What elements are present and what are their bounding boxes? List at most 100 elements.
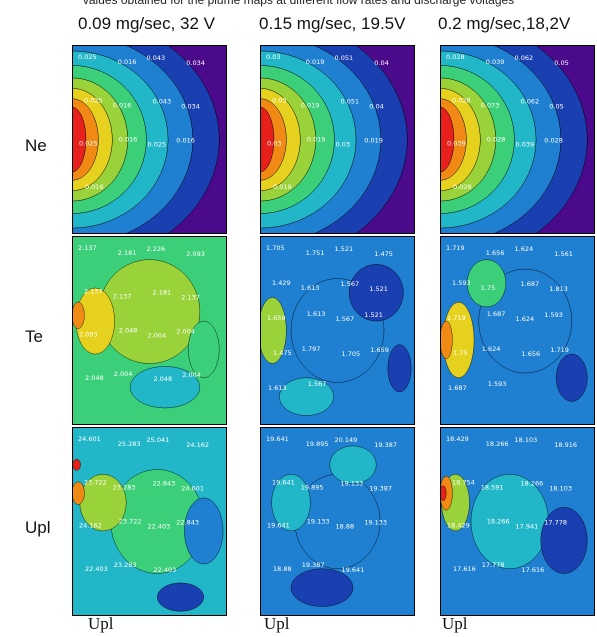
cropped-caption: values obtained for the plume maps at di… <box>82 0 515 7</box>
contour-value-label: 0.025 <box>148 141 167 149</box>
row-label-te: Te <box>25 327 43 346</box>
contour-value-label: 1.521 <box>364 311 383 319</box>
contour-value-label: 0.03 <box>266 53 280 61</box>
contour-value-label: 0.034 <box>186 59 205 67</box>
contour-value-label: 19.133 <box>364 519 387 527</box>
contour-value-label: 0.039 <box>516 141 535 149</box>
contour-region <box>440 320 453 360</box>
contour-value-label: 0.028 <box>487 136 506 144</box>
contour-value-label: 0.016 <box>118 58 137 66</box>
contour-value-label: 2.004 <box>176 328 195 336</box>
contour-value-label: 20.149 <box>335 436 358 444</box>
contour-value-label: 1.593 <box>544 311 563 319</box>
contour-value-label: 0.04 <box>369 102 383 110</box>
contour-value-label: 19.641 <box>266 435 289 443</box>
contour-value-label: 18.88 <box>273 565 292 573</box>
bottom-label-2: Upl <box>264 614 290 633</box>
contour-value-label: 19.895 <box>301 483 324 491</box>
contour-value-label: 25.041 <box>147 436 170 444</box>
heatmap-panel-te-3: 1.719 1.656 1.624 1.561 1.593 1.75 1.687 1.813 1… <box>440 236 595 425</box>
contour-value-label: 19.387 <box>302 561 325 569</box>
contour-value-label: 1.659 <box>370 346 389 354</box>
contour-value-label: 0.043 <box>147 54 166 62</box>
contour-value-label: 1.429 <box>272 279 291 287</box>
contour-value-label: 19.387 <box>369 484 392 492</box>
contour-value-label: 2.048 <box>85 374 104 382</box>
contour-value-label: 1.656 <box>486 249 505 257</box>
contour-value-label: 0.039 <box>447 140 466 148</box>
contour-value-label: 17.616 <box>522 566 545 574</box>
contour-value-label: 0.03 <box>267 140 281 148</box>
contour-value-label: 1.613 <box>307 310 326 318</box>
contour-band <box>440 106 455 173</box>
contour-value-label: 22.403 <box>85 565 108 573</box>
heatmap-panel-upl-1: 24.601 25.283 25.041 24.162 23.722 23.283 22.8… <box>72 427 227 616</box>
contour-region <box>540 507 588 574</box>
contour-value-label: 25.283 <box>118 440 141 448</box>
contour-value-label: 1.521 <box>369 285 388 293</box>
contour-value-label: 1.475 <box>273 349 292 357</box>
contour-value-label: 0.03 <box>336 141 350 149</box>
contour-region <box>329 445 377 484</box>
panel-frame <box>260 45 415 234</box>
contour-value-label: 23.283 <box>114 561 137 569</box>
contour-value-label: 0.016 <box>85 183 104 191</box>
contour-value-label: 18.103 <box>549 484 572 492</box>
panel-frame <box>260 427 415 616</box>
contour-value-label: 0.05 <box>549 102 563 110</box>
contour-value-label: 1.705 <box>266 244 285 252</box>
contour-region <box>260 297 287 364</box>
contour-value-label: 2.093 <box>79 331 98 339</box>
contour-value-label: 17.778 <box>544 519 567 527</box>
contour-value-label: 2.226 <box>147 245 166 253</box>
contour-value-label: 18.916 <box>554 441 577 449</box>
heatmap-panel-te-1: 2.137 2.181 2.226 2.093 2.137 2.137 2.181 2.137… <box>72 236 227 425</box>
contour-region <box>72 301 85 329</box>
contour-value-label: 24.601 <box>181 484 204 492</box>
contour-value-label: 0.028 <box>544 137 563 145</box>
contour-value-label: 2.093 <box>186 250 205 258</box>
contour-value-label: 2.004 <box>182 371 201 379</box>
contour-value-label: 0.016 <box>119 136 138 144</box>
contour-value-label: 0.043 <box>153 97 172 105</box>
column-header-3: 0.2 mg/sec,18,2V <box>438 14 571 33</box>
contour-value-label: 0.019 <box>273 183 292 191</box>
contour-value-label: 2.181 <box>118 249 137 257</box>
contour-value-label: 1.719 <box>550 346 569 354</box>
contour-value-label: 18.429 <box>446 435 469 443</box>
contour-value-label: 1.613 <box>301 284 320 292</box>
contour-value-label: 0.051 <box>341 97 360 105</box>
panel-frame <box>72 236 227 425</box>
contour-value-label: 19.387 <box>374 441 397 449</box>
contour-value-label: 24.162 <box>186 441 209 449</box>
contour-value-label: 23.722 <box>119 518 142 526</box>
contour-value-label: 17.778 <box>482 561 505 569</box>
heatmap-panel-upl-2: 19.641 19.895 20.149 19.387 19.641 19.895 19.1… <box>260 427 415 616</box>
heatmap-panel-ne-1: 0.025 0.016 0.043 0.034 0.025 0.016 0.043 0.034… <box>72 45 227 234</box>
contour-region <box>188 320 220 378</box>
contour-value-label: 1.719 <box>446 244 465 252</box>
contour-value-label: 0.028 <box>452 96 471 104</box>
panel-frame <box>260 236 415 425</box>
contour-value-label: 17.616 <box>453 565 476 573</box>
heatmap-panel-ne-3: 0.028 0.039 0.062 0.05 0.028 0.073 0.062 0.05 0.… <box>440 45 595 234</box>
contour-value-label: 22.403 <box>148 523 171 531</box>
contour-value-label: 0.016 <box>113 101 132 109</box>
contour-region <box>279 377 334 416</box>
contour-value-label: 19.641 <box>272 478 295 486</box>
panel-frame <box>72 427 227 616</box>
contour-value-label: 18.103 <box>515 436 538 444</box>
contour-value-label: 1.567 <box>341 280 360 288</box>
contour-region <box>348 264 404 322</box>
contour-value-label: 1.624 <box>516 315 535 323</box>
contour-value-label: 18.429 <box>447 522 470 530</box>
contour-value-label: 0.025 <box>79 140 98 148</box>
contour-region <box>271 474 311 532</box>
column-header-2: 0.15 mg/sec, 19.5V <box>259 14 406 33</box>
contour-value-label: 18.266 <box>486 440 509 448</box>
heatmap-panel-ne-2: 0.03 0.019 0.051 0.04 0.03 0.019 0.051 0.04 0.03… <box>260 45 415 234</box>
contour-value-label: 1.687 <box>521 280 540 288</box>
contour-value-label: 1.797 <box>302 345 321 353</box>
contour-value-label: 23.283 <box>113 483 136 491</box>
